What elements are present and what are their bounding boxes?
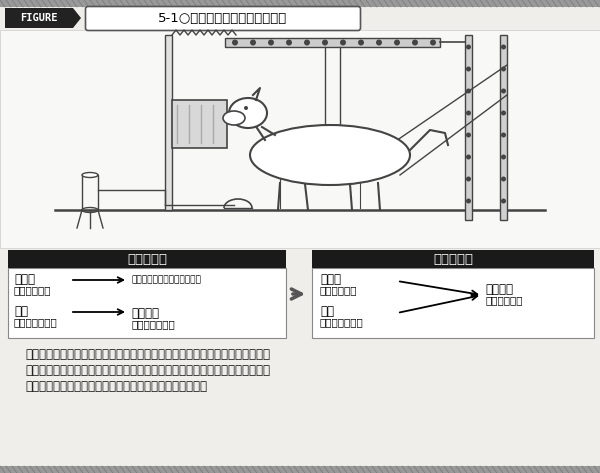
Text: FIGURE: FIGURE <box>20 13 58 23</box>
Circle shape <box>466 67 471 71</box>
Bar <box>500 35 507 220</box>
Circle shape <box>340 40 346 45</box>
Text: 5-1○古典的条件づけの形成過程: 5-1○古典的条件づけの形成過程 <box>158 12 287 25</box>
Text: 条件づけ前のイヌにメトロノームの音を聞かせても，定位反応は生じるが番: 条件づけ前のイヌにメトロノームの音を聞かせても，定位反応は生じるが番 <box>25 348 270 361</box>
Circle shape <box>501 111 506 115</box>
Bar <box>8 250 286 268</box>
Circle shape <box>501 67 506 71</box>
Circle shape <box>466 132 471 138</box>
Text: （無条件刺激）: （無条件刺激） <box>14 317 58 327</box>
Circle shape <box>466 199 471 203</box>
Bar <box>172 100 227 148</box>
Ellipse shape <box>229 98 267 128</box>
Circle shape <box>430 40 436 45</box>
Circle shape <box>304 40 310 45</box>
Bar <box>82 175 98 210</box>
Circle shape <box>466 155 471 159</box>
FancyBboxPatch shape <box>86 7 361 30</box>
Text: （定位反応＝頭をかしげる）: （定位反応＝頭をかしげる） <box>131 275 201 284</box>
Bar <box>225 38 440 47</box>
Circle shape <box>412 40 418 45</box>
Circle shape <box>394 40 400 45</box>
Text: 唾液分泌: 唾液分泌 <box>131 307 159 320</box>
Bar <box>312 250 594 268</box>
Bar <box>0 466 600 473</box>
Circle shape <box>466 111 471 115</box>
Circle shape <box>322 40 328 45</box>
Circle shape <box>501 176 506 182</box>
Text: （条件刺激）: （条件刺激） <box>14 285 52 295</box>
Text: 音刺激: 音刺激 <box>14 273 35 286</box>
Circle shape <box>376 40 382 45</box>
Circle shape <box>466 176 471 182</box>
Text: （条件反応）: （条件反応） <box>485 295 523 305</box>
Circle shape <box>501 132 506 138</box>
Text: （条件刺激）: （条件刺激） <box>320 285 358 295</box>
Circle shape <box>501 199 506 203</box>
Circle shape <box>501 44 506 50</box>
Circle shape <box>466 88 471 94</box>
Text: を聞いだけで番液が分泌されるようになる（条件反応）。: を聞いだけで番液が分泌されるようになる（条件反応）。 <box>25 380 207 393</box>
Text: 肉片: 肉片 <box>320 305 334 318</box>
Polygon shape <box>5 8 81 28</box>
Bar <box>0 0 600 7</box>
Circle shape <box>286 40 292 45</box>
Circle shape <box>268 40 274 45</box>
Text: 条件づけ後: 条件づけ後 <box>433 253 473 265</box>
Text: （無条件反応）: （無条件反応） <box>131 319 175 329</box>
Bar <box>0 30 600 248</box>
Circle shape <box>358 40 364 45</box>
Circle shape <box>466 44 471 50</box>
Bar <box>165 35 172 210</box>
Bar <box>312 268 594 338</box>
Ellipse shape <box>223 111 245 125</box>
Text: （無条件刺激）: （無条件刺激） <box>320 317 364 327</box>
Text: 液は分泌されない。ところが条件づけ後には，メトロノームの音（条件刺激）: 液は分泌されない。ところが条件づけ後には，メトロノームの音（条件刺激） <box>25 364 270 377</box>
Ellipse shape <box>250 125 410 185</box>
Text: 唾液分泌: 唾液分泌 <box>485 283 513 296</box>
Bar <box>8 268 286 338</box>
Circle shape <box>501 88 506 94</box>
Ellipse shape <box>82 173 98 177</box>
Circle shape <box>501 155 506 159</box>
Bar <box>465 35 472 220</box>
Text: 条件づけ前: 条件づけ前 <box>127 253 167 265</box>
Text: 音刺激: 音刺激 <box>320 273 341 286</box>
Circle shape <box>244 106 248 110</box>
Text: 肉片: 肉片 <box>14 305 28 318</box>
Circle shape <box>232 40 238 45</box>
Circle shape <box>250 40 256 45</box>
